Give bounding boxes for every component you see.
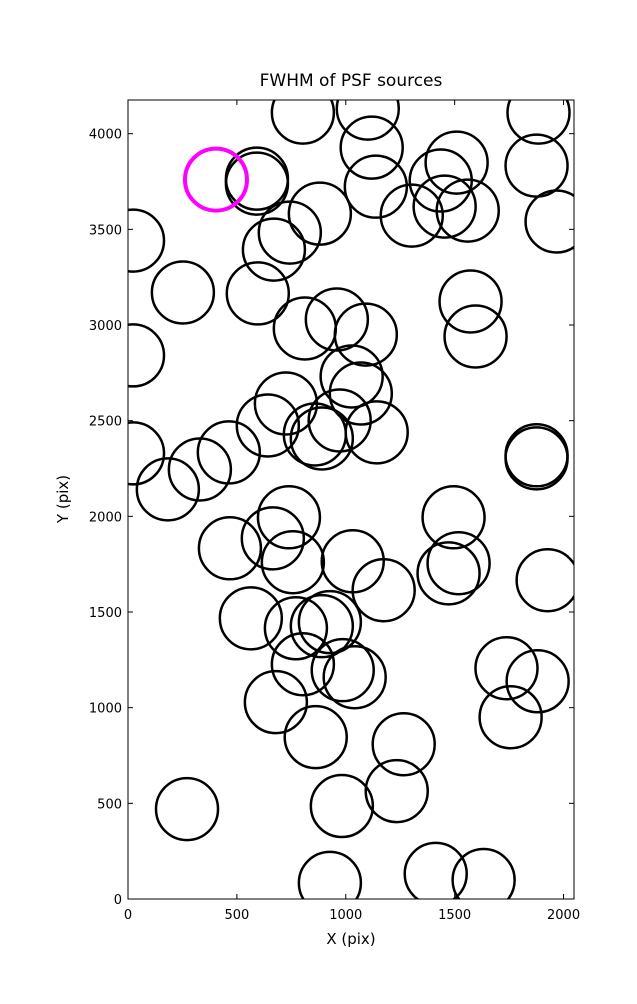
source-marker — [167, 437, 233, 502]
source-marker — [218, 586, 284, 651]
source-marker — [478, 684, 543, 750]
source-marker — [506, 100, 571, 145]
source-marker — [322, 644, 387, 710]
source-marker — [289, 406, 355, 471]
y-tick-label: 1000 — [89, 702, 122, 717]
source-marker — [257, 200, 323, 265]
source-marker — [128, 421, 166, 486]
source-marker — [243, 669, 309, 735]
source-marker — [224, 146, 290, 211]
source-marker — [135, 457, 201, 522]
source-marker — [263, 596, 329, 661]
source-marker — [328, 361, 394, 426]
source-marker — [443, 304, 508, 369]
source-marker — [343, 154, 409, 219]
source-marker — [335, 100, 401, 141]
source-marker — [344, 400, 409, 465]
source-marker — [225, 261, 291, 326]
source-marker — [240, 506, 306, 571]
source-marker — [297, 589, 363, 655]
source-marker — [435, 178, 500, 243]
x-tick-label: 0 — [124, 908, 132, 923]
x-tick-label: 2000 — [547, 908, 580, 923]
source-marker — [182, 146, 249, 213]
source-marker — [235, 393, 301, 458]
source-marker — [371, 711, 436, 777]
source-marker — [309, 773, 375, 839]
y-tick-label: 0 — [114, 893, 122, 908]
x-tick-label: 500 — [224, 908, 249, 923]
source-marker — [289, 593, 355, 659]
source-marker — [364, 758, 429, 824]
source-marker — [474, 636, 539, 701]
source-marker — [505, 649, 570, 714]
x-axis-label: X (pix) — [326, 930, 375, 948]
x-tick-label: 1500 — [438, 908, 471, 923]
y-tick-label: 1500 — [89, 606, 122, 621]
y-axis-label: Y (pix) — [54, 475, 72, 524]
x-tick-label: 1000 — [329, 908, 362, 923]
source-marker — [319, 344, 384, 409]
source-marker — [154, 776, 220, 842]
source-marker — [451, 847, 516, 899]
source-marker — [150, 260, 216, 325]
y-tick-label: 500 — [97, 797, 122, 812]
source-marker — [403, 841, 468, 899]
y-tick-label: 3500 — [89, 223, 122, 238]
y-tick-label: 4000 — [89, 128, 122, 143]
y-tick-label: 2000 — [89, 510, 122, 525]
source-marker — [241, 217, 307, 282]
source-marker — [438, 269, 503, 334]
source-marker — [270, 631, 336, 697]
source-marker — [426, 530, 491, 596]
source-marker — [307, 388, 372, 453]
source-marker — [270, 100, 336, 145]
chart-title: FWHM of PSF sources — [260, 71, 443, 91]
source-marker — [128, 323, 166, 388]
source-marker — [256, 485, 322, 550]
source-marker — [283, 704, 348, 770]
source-marker — [379, 183, 445, 248]
plot-area — [128, 100, 574, 899]
source-marker — [260, 530, 326, 595]
source-marker — [297, 850, 363, 899]
source-marker — [128, 208, 166, 273]
source-marker — [197, 516, 263, 581]
source-marker — [333, 302, 399, 367]
source-marker — [310, 637, 375, 703]
source-marker — [504, 426, 569, 491]
source-marker — [339, 115, 404, 180]
source-marker — [524, 189, 574, 254]
source-marker — [351, 557, 416, 623]
source-marker — [424, 130, 489, 195]
source-marker — [421, 485, 486, 550]
source-marker — [515, 548, 574, 613]
y-tick-label: 2500 — [89, 415, 122, 430]
y-tick-label: 3000 — [89, 319, 122, 334]
source-marker — [287, 181, 353, 246]
axes-frame — [127, 99, 575, 900]
source-marker — [416, 541, 481, 606]
source-marker — [412, 174, 477, 239]
